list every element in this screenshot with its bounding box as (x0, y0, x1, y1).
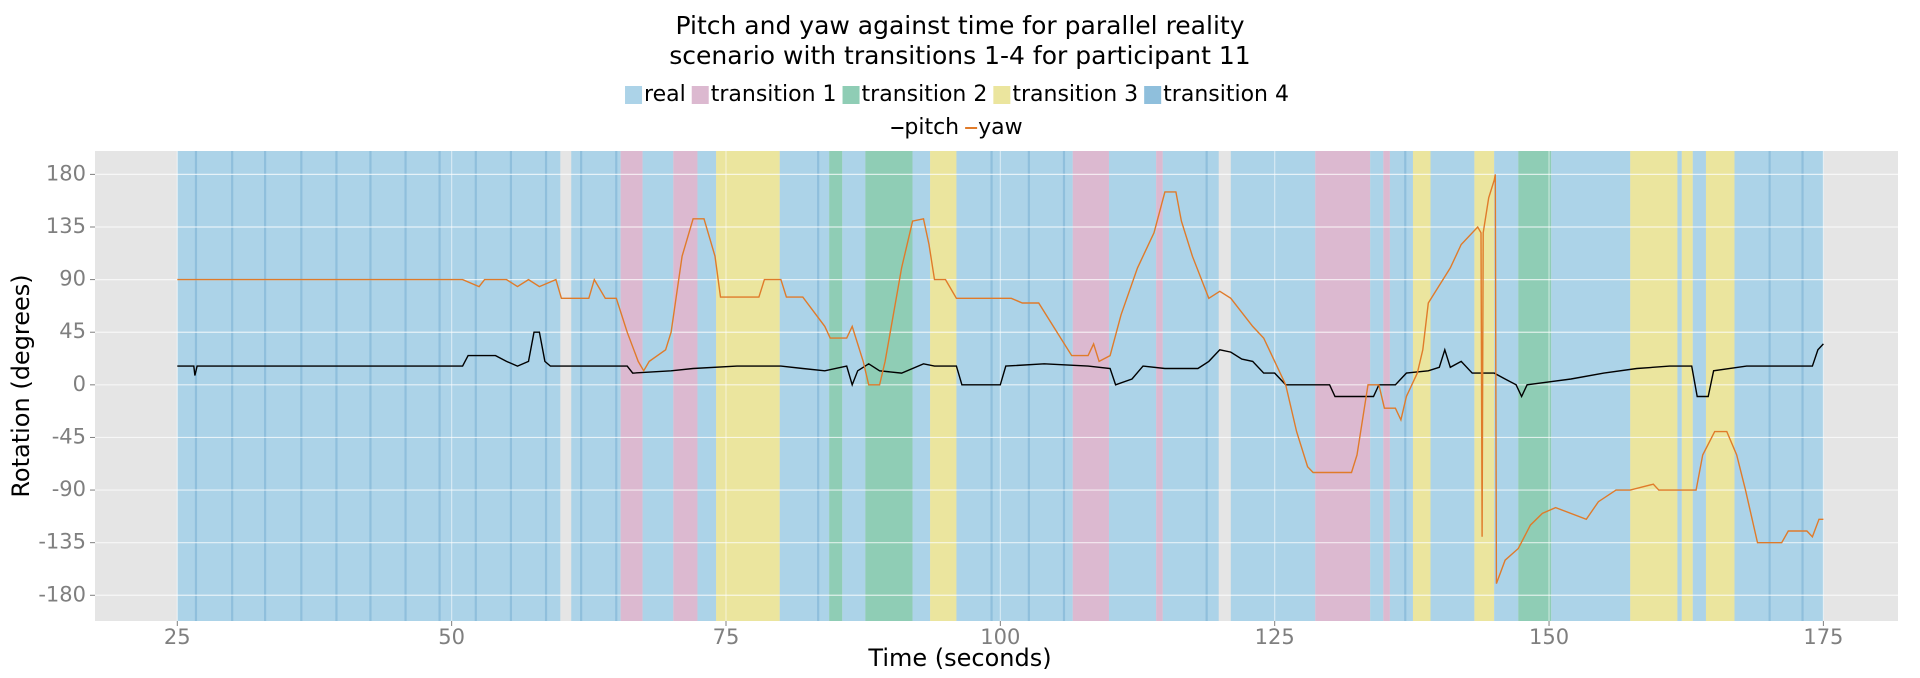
x-tick-label: 125 (1255, 625, 1295, 649)
band (369, 151, 372, 621)
band (335, 151, 338, 621)
band (1027, 151, 1030, 621)
band (779, 151, 830, 621)
band (673, 151, 698, 621)
band (620, 151, 643, 621)
band (990, 151, 993, 621)
legend: pitch yaw (891, 115, 1023, 140)
band (1205, 151, 1208, 621)
band (1551, 151, 1631, 621)
band (1108, 151, 1157, 621)
band (1734, 151, 1824, 621)
band (1430, 151, 1475, 621)
y-axis-label: Rotation (degrees) (7, 274, 35, 497)
legend-label: real (644, 82, 686, 107)
band (474, 151, 477, 621)
y-tick-label: 45 (59, 319, 86, 343)
y-tick-label: 0 (73, 372, 86, 396)
band (1677, 151, 1682, 621)
band (697, 151, 717, 621)
band (571, 151, 621, 621)
band (263, 151, 267, 621)
band (817, 151, 820, 621)
y-tick-label: 135 (46, 214, 86, 238)
band (1370, 151, 1384, 621)
legend-label: transition 1 (711, 82, 837, 107)
band (1518, 151, 1552, 621)
band (865, 151, 913, 621)
band (231, 151, 234, 621)
legend-swatch (993, 86, 1011, 104)
legend-swatch (625, 86, 643, 104)
chart-title: scenario with transitions 1-4 for partic… (669, 41, 1250, 70)
band (1768, 151, 1771, 621)
x-tick-label: 150 (1529, 625, 1569, 649)
series-line (177, 174, 1824, 584)
band (642, 151, 674, 621)
legend-label: pitch (904, 115, 959, 140)
legend-label: transition 2 (862, 82, 988, 107)
band (1389, 151, 1413, 621)
band (1692, 151, 1706, 621)
legend: real transition 1 transition 2 transition 3… (625, 82, 1289, 107)
x-tick-label: 25 (164, 625, 191, 649)
band (580, 151, 583, 621)
band (956, 151, 1073, 621)
band (912, 151, 931, 621)
series-line (177, 331, 1824, 399)
band (930, 151, 957, 621)
band (829, 151, 843, 621)
band (1801, 151, 1804, 621)
x-tick-label: 100 (980, 625, 1020, 649)
legend-label: transition 4 (1163, 82, 1289, 107)
band (194, 151, 198, 621)
band (1315, 151, 1371, 621)
band (1681, 151, 1693, 621)
y-tick-label: 90 (59, 267, 86, 291)
band (1162, 151, 1219, 621)
band (1230, 151, 1316, 621)
band (1383, 151, 1390, 621)
band (842, 151, 866, 621)
x-tick-label: 50 (438, 625, 465, 649)
band (404, 151, 407, 621)
band (1494, 151, 1519, 621)
x-axis-label: Time (seconds) (867, 644, 1051, 672)
band (1072, 151, 1109, 621)
band (1474, 151, 1495, 621)
band (1156, 151, 1163, 621)
legend-label: yaw (978, 115, 1023, 140)
legend-swatch (1144, 86, 1162, 104)
legend-swatch (691, 86, 709, 104)
y-tick-label: -90 (52, 477, 86, 501)
band (1062, 151, 1066, 621)
legend-label: transition 3 (1012, 82, 1138, 107)
y-tick-label: 180 (46, 161, 86, 185)
x-tick-label: 75 (713, 625, 740, 649)
y-tick-label: -45 (52, 424, 86, 448)
x-tick-label: 175 (1803, 625, 1843, 649)
band (1412, 151, 1431, 621)
y-tick-label: -135 (38, 530, 86, 554)
chart-title: Pitch and yaw against time for parallel … (676, 11, 1245, 40)
band (509, 151, 513, 621)
band (1404, 151, 1407, 621)
band (615, 151, 618, 621)
y-tick-label: -180 (38, 582, 86, 606)
band (1630, 151, 1678, 621)
band (544, 151, 548, 621)
band (438, 151, 441, 621)
legend-swatch (842, 86, 860, 104)
band (177, 151, 561, 621)
band (300, 151, 303, 621)
